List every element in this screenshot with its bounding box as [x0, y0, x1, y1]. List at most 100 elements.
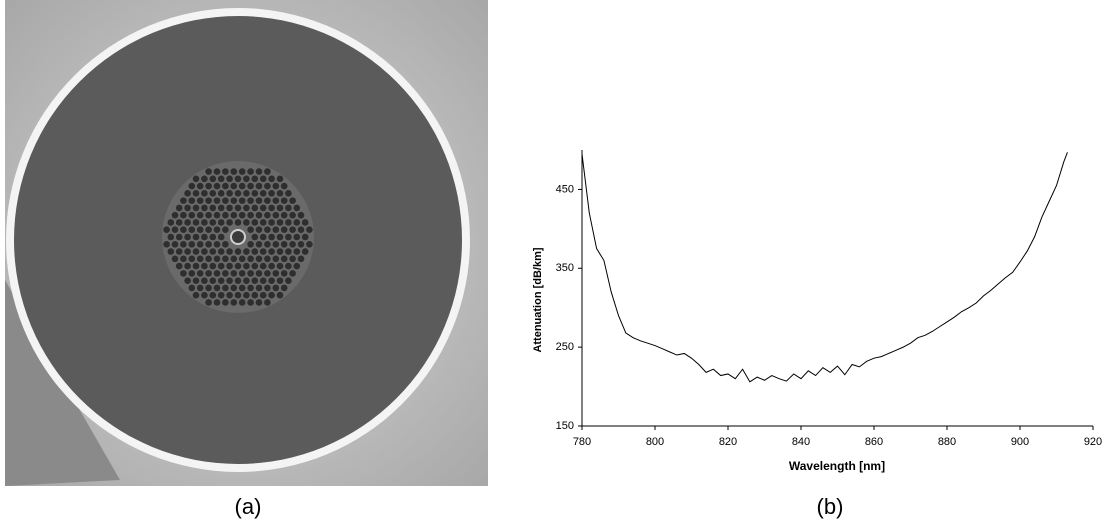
- hole: [163, 240, 170, 248]
- hole: [205, 240, 212, 248]
- hole: [192, 219, 200, 226]
- hole: [251, 248, 259, 255]
- hole: [276, 204, 284, 212]
- hole: [243, 204, 250, 212]
- hole: [289, 255, 296, 263]
- hole: [243, 219, 250, 226]
- hole: [238, 182, 246, 190]
- hole: [213, 168, 221, 175]
- hole: [222, 211, 229, 219]
- hole: [272, 255, 280, 263]
- hole: [201, 248, 208, 255]
- hole: [280, 255, 288, 263]
- hole: [268, 204, 275, 212]
- hole: [209, 204, 217, 212]
- y-tick-label: 150: [556, 420, 574, 432]
- hole: [251, 219, 259, 226]
- hole: [280, 197, 288, 204]
- hole: [222, 240, 229, 248]
- hole: [268, 190, 275, 197]
- hole: [192, 291, 200, 299]
- hole: [264, 284, 271, 292]
- hole: [276, 190, 284, 197]
- hole: [297, 255, 305, 263]
- hole: [222, 270, 229, 277]
- hole: [276, 291, 284, 299]
- hole: [201, 190, 208, 197]
- hole: [259, 233, 267, 241]
- x-tick-label: 860: [865, 436, 883, 448]
- core: [232, 231, 244, 243]
- hole: [280, 211, 288, 219]
- hole: [280, 270, 288, 277]
- x-tick-label: 880: [938, 436, 956, 448]
- hole: [230, 255, 238, 263]
- hole: [192, 248, 200, 255]
- hole: [289, 211, 296, 219]
- hole: [289, 226, 296, 234]
- hole: [280, 284, 288, 292]
- hole: [234, 248, 242, 255]
- hole: [205, 211, 212, 219]
- hole: [247, 299, 254, 306]
- hole: [243, 175, 250, 183]
- hole: [297, 240, 305, 248]
- hole: [188, 270, 196, 277]
- hole: [175, 233, 183, 241]
- hole: [285, 233, 292, 241]
- hole: [259, 291, 267, 299]
- hole: [188, 182, 196, 190]
- hole: [259, 262, 267, 270]
- hole: [217, 175, 225, 183]
- hole: [247, 255, 254, 263]
- hole: [247, 182, 254, 190]
- hole: [217, 248, 225, 255]
- hole: [247, 240, 254, 248]
- hole: [175, 248, 183, 255]
- hole: [285, 277, 292, 284]
- hole: [276, 219, 284, 226]
- hole: [280, 182, 288, 190]
- hole: [276, 248, 284, 255]
- hole: [276, 262, 284, 270]
- hole: [243, 262, 250, 270]
- hole: [238, 211, 246, 219]
- hole: [247, 284, 254, 292]
- hole: [213, 197, 221, 204]
- x-tick-label: 780: [573, 436, 591, 448]
- hole: [234, 277, 242, 284]
- hole: [230, 211, 238, 219]
- hole: [230, 299, 238, 306]
- hole: [268, 233, 275, 241]
- hole: [205, 182, 212, 190]
- hole: [247, 168, 254, 175]
- hole: [238, 255, 246, 263]
- hole: [192, 204, 200, 212]
- hole: [184, 190, 191, 197]
- hole: [268, 277, 275, 284]
- hole: [217, 233, 225, 241]
- hole: [213, 226, 221, 234]
- hole: [285, 219, 292, 226]
- hole: [243, 248, 250, 255]
- hole: [285, 204, 292, 212]
- hole: [196, 270, 204, 277]
- holes: [163, 168, 313, 306]
- hole: [293, 219, 301, 226]
- hole: [188, 211, 196, 219]
- hole: [226, 175, 233, 183]
- hole: [255, 168, 263, 175]
- hole: [205, 270, 212, 277]
- hole: [301, 233, 309, 241]
- hole: [196, 182, 204, 190]
- hole: [264, 182, 271, 190]
- hole: [167, 219, 175, 226]
- hole: [264, 299, 271, 306]
- hole: [230, 197, 238, 204]
- hole: [180, 240, 187, 248]
- hole: [217, 262, 225, 270]
- panel-label: (a): [235, 494, 262, 519]
- x-tick-label: 820: [719, 436, 737, 448]
- hole: [306, 226, 313, 234]
